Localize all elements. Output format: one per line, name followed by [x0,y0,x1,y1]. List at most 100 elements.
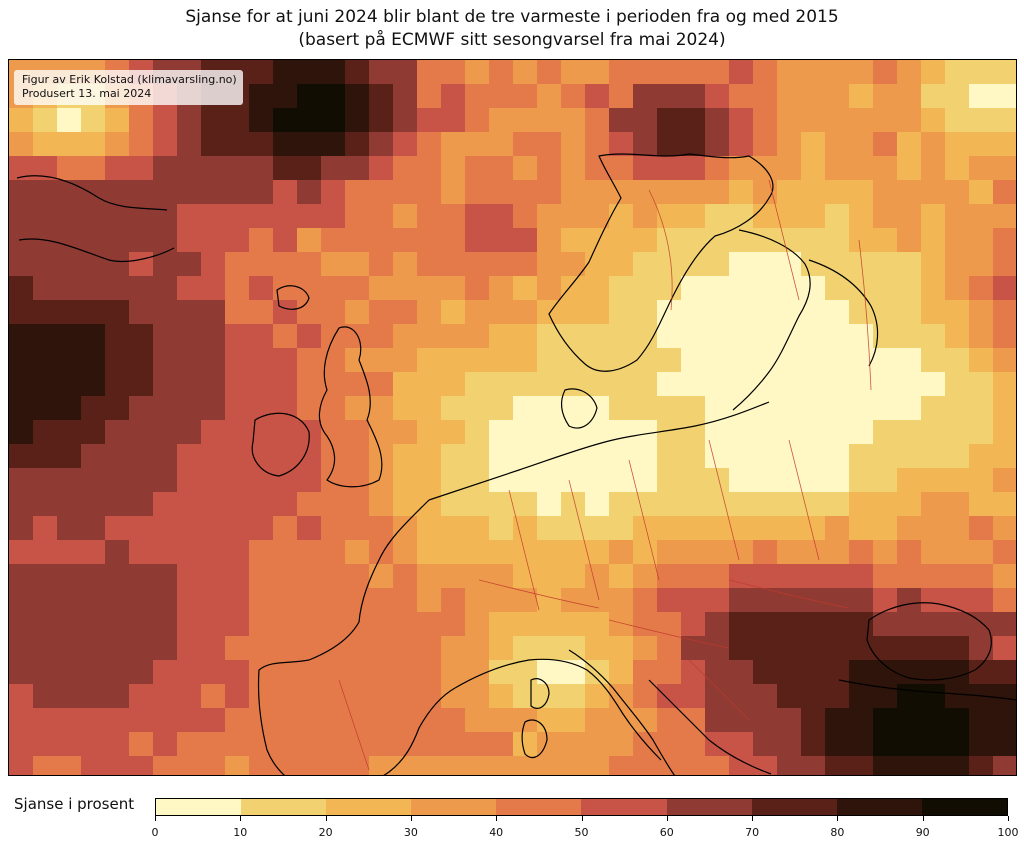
grid-cell [441,540,466,565]
grid-cell [129,684,154,709]
grid-cell [825,276,850,301]
grid-cell [273,276,298,301]
grid-cell [57,156,82,181]
grid-cell [513,180,538,205]
grid-cell [441,660,466,685]
grid-cell [561,60,586,85]
grid-cell [417,348,442,373]
grid-cell [921,60,946,85]
grid-cell [369,204,394,229]
grid-cell [681,732,706,757]
grid-cell [609,492,634,517]
colorbar-tick-label: 40 [489,826,504,839]
grid-cell [777,396,802,421]
grid-cell [153,396,178,421]
grid-cell [225,276,250,301]
grid-cell [225,660,250,685]
grid-cell [489,588,514,613]
grid-cell [441,180,466,205]
grid-cell [561,156,586,181]
grid-cell [393,324,418,349]
colorbar-tick-label: 30 [403,826,418,839]
grid-cell [441,420,466,445]
grid-cell [297,396,322,421]
grid-cell [369,612,394,637]
grid-cell [825,420,850,445]
grid-cell [993,516,1016,541]
grid-cell [249,492,274,517]
grid-cell [393,396,418,421]
grid-cell [465,108,490,133]
grid-cell [321,420,346,445]
grid-cell [897,396,922,421]
grid-cell [297,348,322,373]
grid-cell [249,180,274,205]
grid-cell [921,636,946,661]
grid-cell [873,636,898,661]
grid-cell [921,228,946,253]
grid-cell [921,612,946,637]
grid-cell [945,84,970,109]
grid-cell [33,396,58,421]
grid-cell [9,324,34,349]
grid-cell [993,756,1016,775]
grid-cell [9,492,34,517]
grid-cell [201,324,226,349]
grid-cell [321,708,346,733]
grid-cell [513,588,538,613]
grid-cell [297,708,322,733]
grid-cell [753,372,778,397]
grid-cell [633,228,658,253]
grid-cell [105,492,130,517]
grid-cell [81,300,106,325]
grid-cell [369,492,394,517]
grid-cell [921,468,946,493]
grid-cell [105,756,130,775]
grid-cell [753,396,778,421]
grid-cell [513,684,538,709]
grid-cell [921,588,946,613]
grid-cell [129,228,154,253]
grid-cell [801,564,826,589]
grid-cell [225,396,250,421]
grid-cell [705,180,730,205]
grid-cell [201,564,226,589]
grid-cell [969,468,994,493]
grid-cell [729,84,754,109]
grid-cell [969,156,994,181]
grid-cell [921,372,946,397]
grid-cell [249,300,274,325]
grid-cell [849,324,874,349]
grid-cell [225,732,250,757]
grid-cell [417,660,442,685]
grid-cell [825,372,850,397]
grid-cell [465,228,490,253]
grid-cell [321,180,346,205]
grid-cell [465,372,490,397]
grid-cell [921,540,946,565]
grid-cell [753,252,778,277]
grid-cell [609,372,634,397]
grid-cell [681,684,706,709]
grid-cell [585,132,610,157]
grid-cell [321,156,346,181]
grid-cell [513,396,538,421]
grid-cell [897,372,922,397]
grid-cell [441,444,466,469]
grid-cell [441,564,466,589]
title-line-1: Sjanse for at juni 2024 blir blant de tr… [185,7,839,27]
grid-cell [33,372,58,397]
grid-cell [945,612,970,637]
grid-cell [825,156,850,181]
grid-cell [441,276,466,301]
grid-cell [177,108,202,133]
grid-cell [129,396,154,421]
grid-cell [777,84,802,109]
grid-cell [729,300,754,325]
grid-cell [105,252,130,277]
grid-cell [81,516,106,541]
grid-cell [465,84,490,109]
grid-cell [57,564,82,589]
grid-cell [849,708,874,733]
grid-cell [33,444,58,469]
